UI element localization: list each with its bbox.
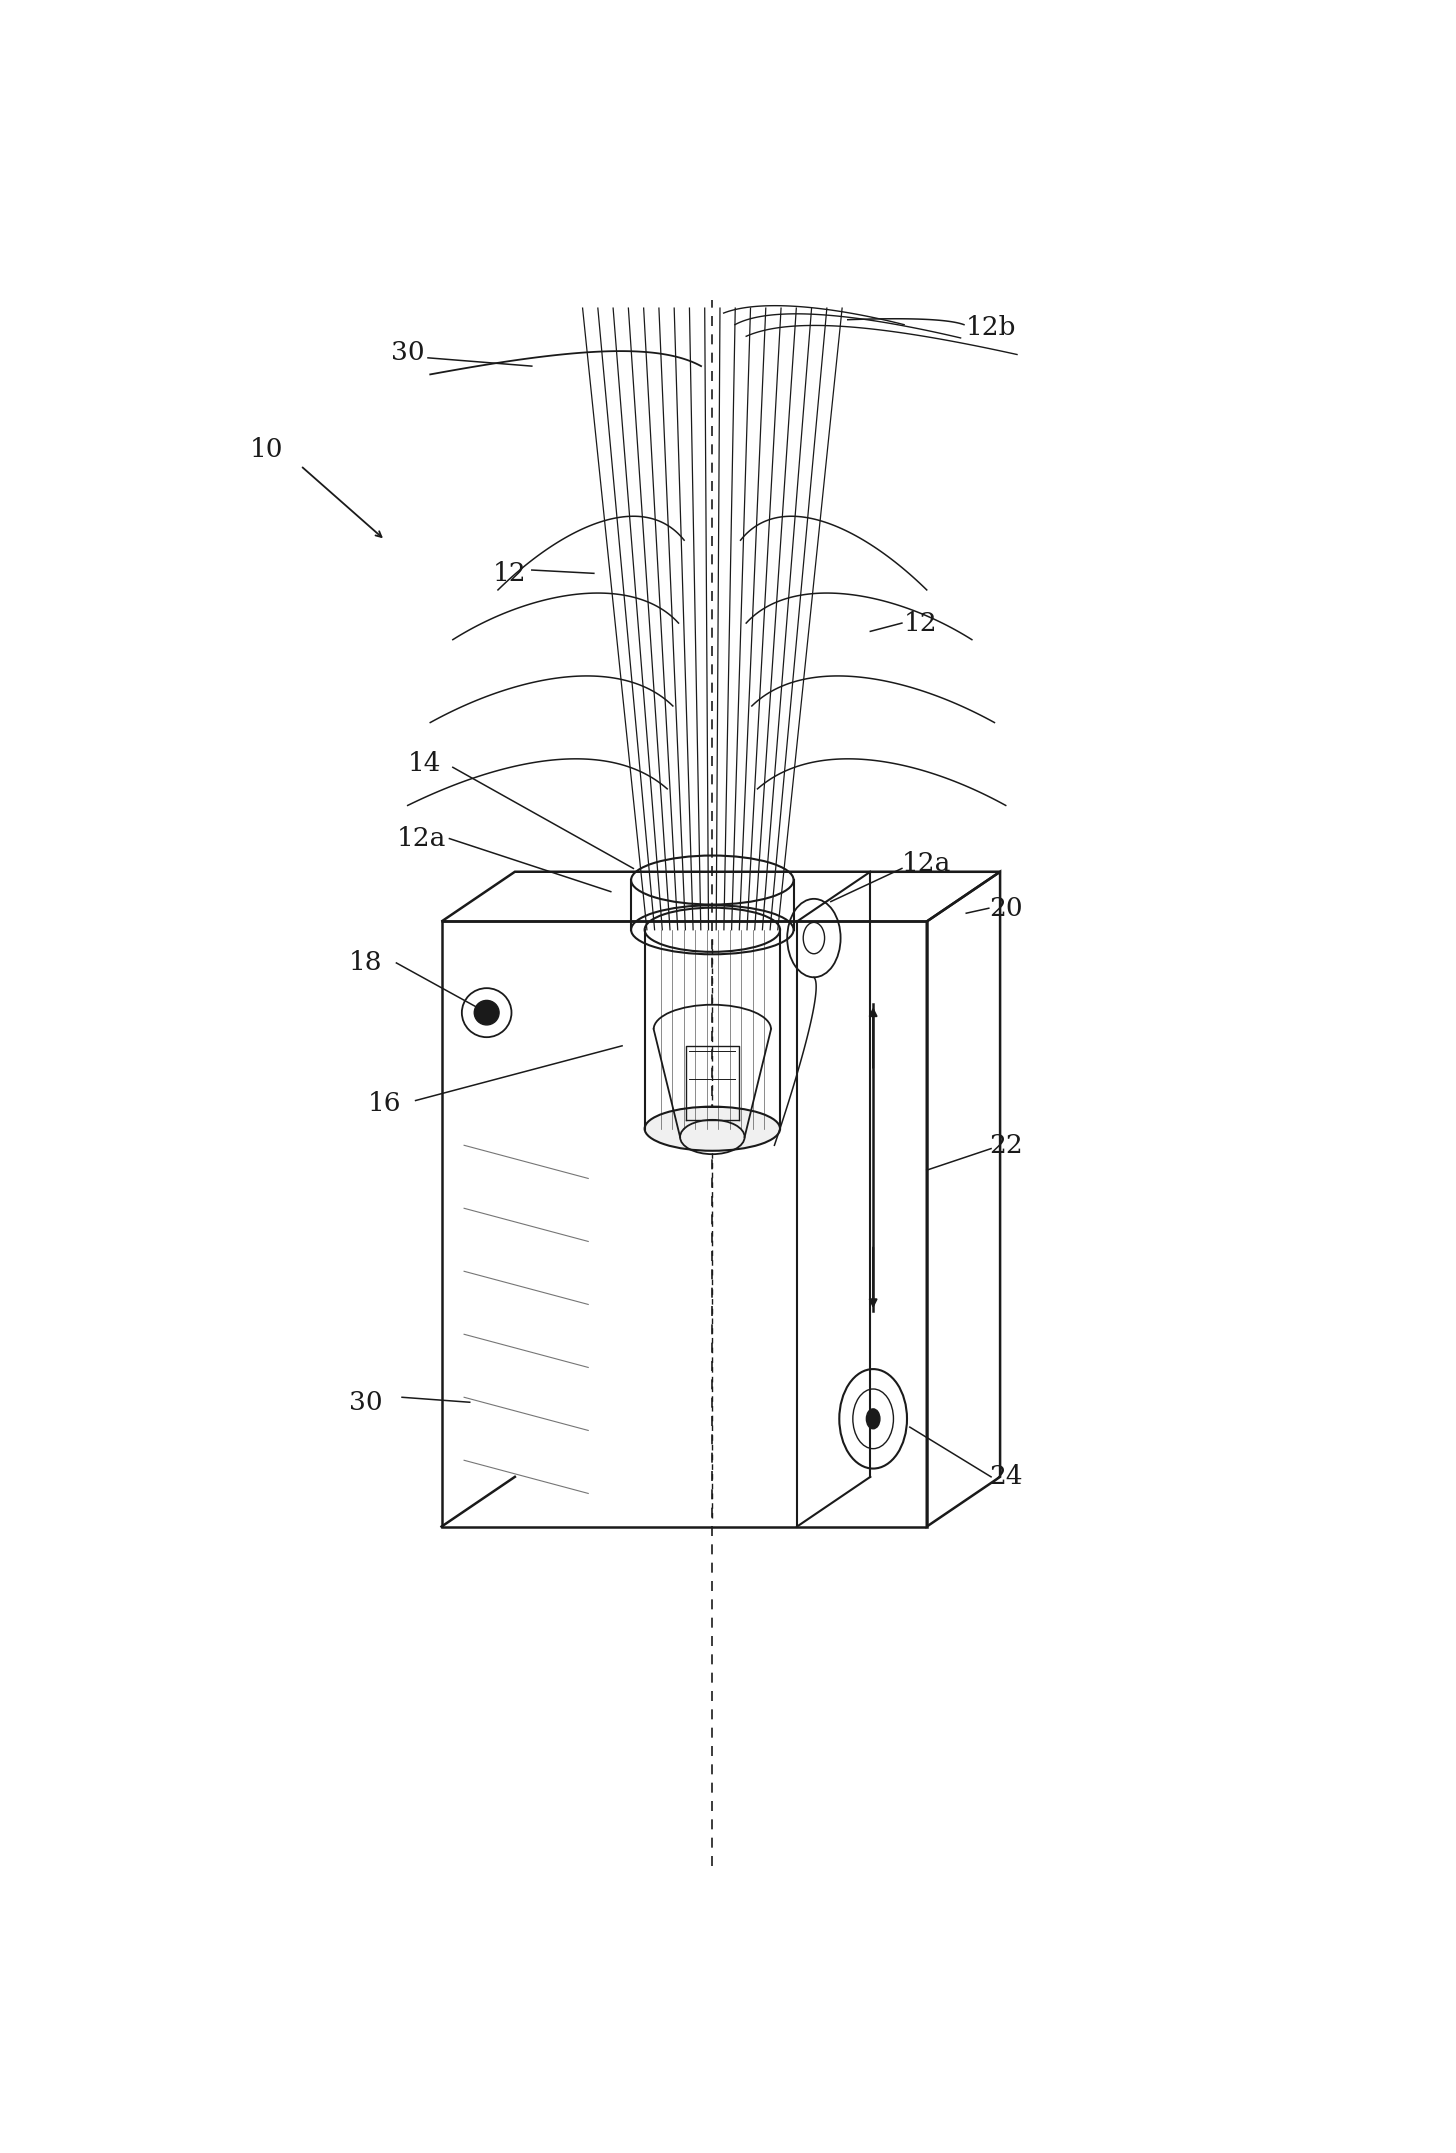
Text: 24: 24	[989, 1464, 1022, 1490]
Text: 12b: 12b	[967, 316, 1016, 340]
Text: 20: 20	[989, 896, 1022, 921]
Text: 10: 10	[250, 437, 284, 461]
Ellipse shape	[645, 1107, 780, 1150]
Text: 30: 30	[390, 340, 424, 366]
Text: 22: 22	[989, 1132, 1022, 1158]
Text: 18: 18	[349, 949, 383, 975]
Text: 30: 30	[349, 1389, 383, 1415]
Text: 12: 12	[904, 611, 938, 635]
Circle shape	[866, 1408, 879, 1430]
Ellipse shape	[475, 1001, 499, 1025]
Text: 14: 14	[408, 751, 441, 777]
Bar	[441, 921, 927, 1526]
Text: 12a: 12a	[396, 827, 446, 850]
Text: 12a: 12a	[901, 850, 951, 876]
Text: 16: 16	[368, 1092, 402, 1117]
Text: 12: 12	[492, 560, 526, 586]
